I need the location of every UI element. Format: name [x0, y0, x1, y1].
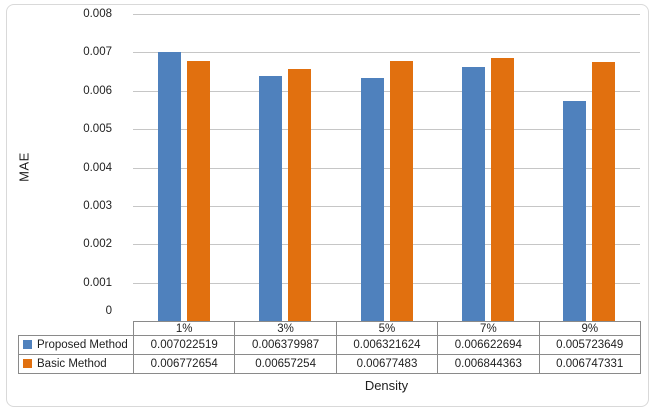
- value-cell-basic-method-7: 0.006844363: [437, 354, 540, 374]
- table-row-proposed-method: Proposed Method 0.007022519 0.006379987 0.0…: [18, 335, 641, 355]
- bar-basic-method-9: [592, 62, 616, 321]
- bar-proposed-method-3: [259, 76, 283, 321]
- legend-cell-basic-method: Basic Method: [18, 354, 134, 374]
- y-tick-label-0.006: 0.006: [83, 84, 112, 97]
- value-cell-basic-method-9: 0.006747331: [538, 354, 641, 374]
- bar-basic-method-1: [186, 61, 210, 321]
- y-tick-label-0.005: 0.005: [83, 123, 112, 136]
- y-tick-label-0.001: 0.001: [83, 276, 112, 289]
- gridline-0.007: [133, 52, 640, 54]
- legend-label-basic-method: Basic Method: [37, 358, 107, 370]
- category-header-7: 7%: [437, 321, 540, 336]
- bar-proposed-method-7: [461, 66, 485, 321]
- gridline-0.002: [133, 244, 640, 246]
- legend-swatch-proposed-method: [23, 340, 32, 349]
- category-header-3: 3%: [234, 321, 337, 336]
- plot-area: [133, 14, 640, 321]
- value-cell-proposed-method-9: 0.005723649: [538, 335, 641, 355]
- data-table: 1% 3% 5% 7% 9% Proposed Method 0.007022519 0.00…: [18, 321, 641, 374]
- value-cell-basic-method-1: 0.006772654: [132, 354, 236, 374]
- y-tick-label-0.002: 0.002: [83, 238, 112, 251]
- legend-label-proposed-method: Proposed Method: [37, 339, 128, 351]
- y-tick-label-0.008: 0.008: [83, 8, 112, 20]
- y-tick-label-0.004: 0.004: [83, 161, 112, 174]
- category-header-1: 1%: [132, 321, 236, 336]
- gridline-0.001: [133, 282, 640, 284]
- table-corner-cell: [19, 322, 134, 336]
- gridline-0.004: [133, 167, 640, 169]
- value-cell-proposed-method-5: 0.006321624: [335, 335, 439, 355]
- bar-basic-method-5: [389, 61, 413, 321]
- value-cell-basic-method-3: 0.00657254: [234, 354, 337, 374]
- bar-proposed-method-1: [157, 51, 181, 321]
- bar-basic-method-3: [288, 68, 312, 321]
- gridline-0.005: [133, 129, 640, 131]
- y-tick-label-0.007: 0.007: [83, 46, 112, 59]
- x-axis-title: Density: [364, 378, 409, 393]
- gridline-0.006: [133, 90, 640, 92]
- table-row-basic-method: Basic Method 0.006772654 0.00657254 0.00677…: [18, 354, 641, 374]
- value-cell-proposed-method-3: 0.006379987: [234, 335, 337, 355]
- legend-cell-proposed-method: Proposed Method: [18, 335, 134, 355]
- gridline-0.008: [133, 14, 640, 15]
- gridline-0.003: [133, 205, 640, 207]
- category-header-9: 9%: [538, 321, 641, 336]
- bar-basic-method-7: [490, 58, 514, 321]
- value-cell-proposed-method-1: 0.007022519: [132, 335, 236, 355]
- value-cell-basic-method-5: 0.00677483: [335, 354, 439, 374]
- y-tick-label-0: 0: [105, 305, 112, 317]
- category-header-5: 5%: [335, 321, 439, 336]
- value-cell-proposed-method-7: 0.006622694: [437, 335, 540, 355]
- bar-proposed-method-9: [563, 101, 587, 321]
- y-tick-label-0.003: 0.003: [83, 199, 112, 212]
- legend-swatch-basic-method: [23, 359, 32, 368]
- bar-proposed-method-5: [360, 78, 384, 321]
- y-axis-title: MAE: [16, 152, 32, 182]
